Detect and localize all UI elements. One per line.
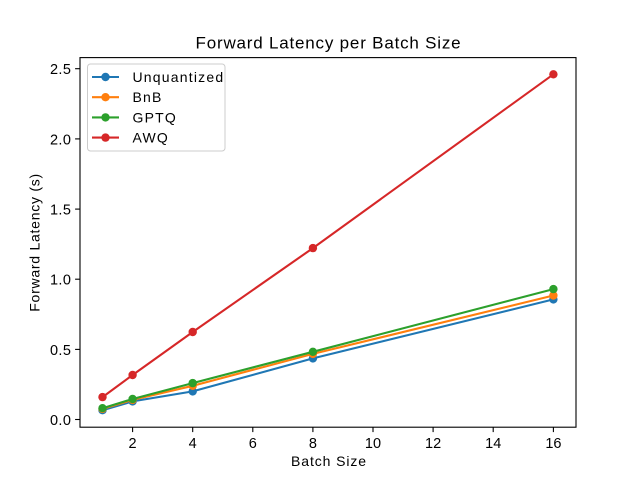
svg-text:1.5: 1.5 bbox=[50, 203, 71, 219]
svg-text:0.5: 0.5 bbox=[50, 343, 71, 359]
svg-text:2.0: 2.0 bbox=[50, 132, 71, 148]
svg-text:Forward Latency per Batch Size: Forward Latency per Batch Size bbox=[196, 34, 462, 53]
svg-text:6: 6 bbox=[249, 436, 257, 452]
svg-text:Batch Size: Batch Size bbox=[291, 453, 367, 469]
svg-text:AWQ: AWQ bbox=[133, 130, 170, 146]
svg-text:2.5: 2.5 bbox=[50, 62, 71, 78]
svg-text:12: 12 bbox=[425, 436, 441, 452]
svg-text:8: 8 bbox=[309, 436, 317, 452]
svg-text:0.0: 0.0 bbox=[50, 413, 71, 429]
svg-text:10: 10 bbox=[365, 436, 381, 452]
svg-text:BnB: BnB bbox=[133, 89, 163, 105]
svg-text:Forward Latency (s): Forward Latency (s) bbox=[27, 173, 43, 312]
svg-text:1.0: 1.0 bbox=[50, 273, 71, 289]
svg-text:Unquantized: Unquantized bbox=[133, 69, 225, 85]
svg-text:16: 16 bbox=[545, 436, 561, 452]
svg-text:4: 4 bbox=[189, 436, 197, 452]
svg-text:2: 2 bbox=[129, 436, 137, 452]
svg-text:GPTQ: GPTQ bbox=[133, 109, 177, 125]
svg-text:14: 14 bbox=[485, 436, 501, 452]
